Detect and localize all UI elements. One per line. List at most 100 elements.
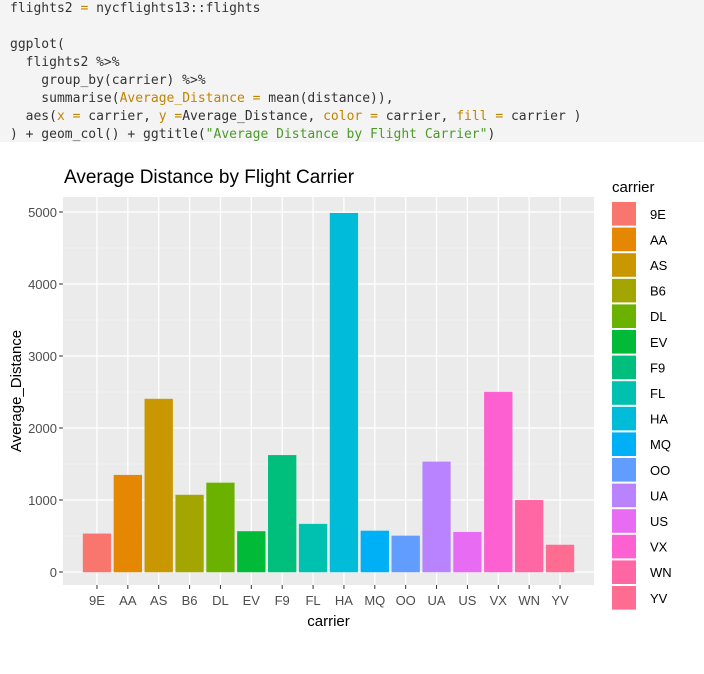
- code-token: aes(: [10, 109, 57, 124]
- legend-item-HA: HA: [612, 406, 668, 431]
- code-token: carrier ): [503, 109, 582, 124]
- code-token: group_by(carrier) %>%: [10, 73, 206, 88]
- bar-UA: [422, 461, 451, 573]
- legend-swatch: [612, 560, 636, 584]
- legend-swatch: [612, 458, 636, 482]
- y-tick-label: 0: [50, 565, 57, 580]
- bar-AA: [113, 474, 142, 573]
- code-token: flights2 %>%: [10, 55, 120, 70]
- y-axis-label: Average_Distance: [8, 330, 25, 452]
- legend-label: US: [650, 514, 668, 529]
- chart-title: Average Distance by Flight Carrier: [64, 167, 355, 188]
- code-line: ggplot(: [10, 36, 65, 54]
- bar-B6: [175, 494, 204, 573]
- legend-label: YV: [650, 591, 668, 606]
- code-token: x: [56, 109, 65, 124]
- code-token: fill: [456, 109, 488, 124]
- code-token: Average_Distance: [119, 91, 245, 106]
- bar-MQ: [360, 530, 389, 573]
- x-axis-label: carrier: [307, 613, 350, 630]
- legend-swatch: [612, 330, 636, 354]
- x-axis: 9E AA AS B6 DL EV F9 FL HA MQ OO UA US VX WN YV: [89, 585, 569, 608]
- bar-EV: [237, 531, 266, 573]
- code-token: summarise(: [10, 91, 120, 106]
- legend-swatch: [612, 534, 636, 559]
- legend-label: B6: [650, 284, 666, 299]
- y-tick-label: 4000: [28, 277, 57, 292]
- code-token: =: [80, 1, 89, 16]
- x-tick-label: FL: [305, 593, 320, 608]
- legend-label: 9E: [650, 207, 666, 222]
- code-token: =: [370, 109, 378, 124]
- code-token: "Average Distance by Flight Carrier": [205, 127, 488, 142]
- legend-item-YV: YV: [612, 586, 668, 610]
- bars: [82, 212, 575, 573]
- legend-item-WN: WN: [612, 560, 672, 584]
- code-token: =: [174, 109, 183, 124]
- code-token: nycflights13::flights: [88, 1, 261, 16]
- legend-label: AA: [650, 232, 668, 247]
- y-tick-label: 2000: [28, 421, 57, 436]
- bar-US: [453, 531, 482, 573]
- y-tick-label: 5000: [28, 205, 57, 220]
- legend-swatch: [612, 278, 636, 303]
- legend-item-MQ: MQ: [612, 432, 671, 456]
- code-token: ): [487, 127, 496, 142]
- legend-item-OO: OO: [612, 458, 670, 482]
- bar-F9: [268, 455, 297, 573]
- x-tick-label: YV: [551, 593, 569, 608]
- legend-label: WN: [650, 565, 672, 580]
- bar-chart: Average Distance by Flight Carrier 0 1000…: [8, 167, 672, 630]
- code-line: group_by(carrier) %>%: [10, 72, 206, 90]
- x-tick-label: B6: [182, 593, 198, 608]
- legend-item-B6: B6: [612, 278, 666, 303]
- y-axis: 0 1000 2000 3000 4000 5000: [28, 205, 63, 580]
- x-tick-label: WN: [518, 593, 540, 608]
- code-token: Average_Distance,: [182, 109, 324, 124]
- legend-item-DL: DL: [612, 304, 667, 328]
- bar-HA: [329, 212, 359, 573]
- code-token: mean(distance)),: [260, 91, 394, 106]
- code-token: [65, 109, 73, 124]
- bar-AS: [144, 398, 173, 573]
- legend-swatch: [612, 586, 636, 610]
- legend-item-9E: 9E: [612, 202, 666, 226]
- legend-label: F9: [650, 360, 665, 375]
- legend-label: MQ: [650, 437, 671, 452]
- code-token: flights2: [10, 1, 81, 16]
- legend-swatch: [612, 432, 636, 456]
- code-token: carrier,: [377, 109, 457, 124]
- legend-swatch: [612, 509, 636, 533]
- bar-VX: [484, 391, 513, 573]
- legend-label: UA: [650, 488, 668, 503]
- plot-panel: [63, 197, 594, 585]
- code-token: ggplot(: [10, 37, 65, 52]
- legend-label: AS: [650, 258, 668, 273]
- legend-swatch: [612, 304, 636, 328]
- code-line: aes(x = carrier, y =Average_Distance, co…: [10, 108, 582, 126]
- code-token: =: [495, 109, 504, 124]
- code-line: ) + geom_col() + ggtitle("Average Distan…: [10, 126, 495, 144]
- legend-item-VX: VX: [612, 534, 668, 559]
- bar-OO: [391, 535, 420, 573]
- legend-swatch: [612, 406, 636, 431]
- code-line: summarise(Average_Distance = mean(distan…: [10, 90, 394, 108]
- legend-swatch: [612, 483, 636, 508]
- code-token: ) + geom_col() + ggtitle(: [10, 127, 206, 142]
- bar-YV: [545, 544, 575, 573]
- code-token: y: [158, 109, 167, 124]
- legend-label: HA: [650, 412, 668, 427]
- legend: carrier 9E AA AS B6 DL EV F9 FL HA MQ OO UA US VX WN YV: [612, 179, 672, 610]
- x-tick-label: AS: [150, 593, 168, 608]
- code-token: [245, 91, 253, 106]
- legend-item-EV: EV: [612, 330, 668, 354]
- x-tick-label: 9E: [89, 593, 105, 608]
- legend-label: OO: [650, 463, 670, 478]
- legend-item-AS: AS: [612, 253, 668, 277]
- x-tick-label: VX: [490, 593, 508, 608]
- y-tick-label: 1000: [28, 493, 57, 508]
- bar-DL: [206, 482, 235, 573]
- x-tick-label: OO: [396, 593, 416, 608]
- code-block: flights2 = nycflights13::flights ggplot( …: [0, 0, 704, 142]
- bar-9E: [82, 533, 112, 573]
